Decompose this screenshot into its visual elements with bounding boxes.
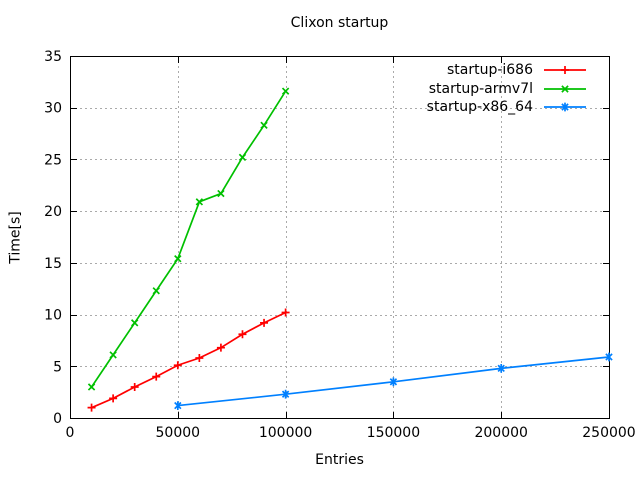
series-markers <box>87 87 290 391</box>
svg-text:20: 20 <box>44 204 62 220</box>
tick-marks <box>70 56 610 419</box>
svg-text:100000: 100000 <box>259 425 312 441</box>
legend-line-sample-armv7l <box>544 85 586 93</box>
svg-text:15: 15 <box>44 256 62 272</box>
series-startup-i686 <box>87 308 290 412</box>
series-line <box>90 90 287 388</box>
x-axis-label: Entries <box>315 452 364 468</box>
legend-label-startup-armv7l: startup-armv7l <box>428 80 533 97</box>
series-markers <box>87 308 290 412</box>
svg-text:200000: 200000 <box>474 425 527 441</box>
legend-item-startup-i686: startup-i686 <box>427 61 587 80</box>
x-tick-labels: 0 50000 100000 150000 200000 250000 <box>66 425 636 441</box>
svg-text:10: 10 <box>44 308 62 324</box>
legend-item-startup-armv7l: startup-armv7l <box>427 80 587 99</box>
legend-label-startup-i686: startup-i686 <box>446 62 533 79</box>
svg-text:5: 5 <box>53 359 62 375</box>
legend-line-sample-x86_64 <box>544 102 586 112</box>
plot-border <box>70 56 610 419</box>
legend-label-startup-x86_64: startup-x86_64 <box>426 99 533 116</box>
y-tick-labels: 0 5 10 15 20 25 30 35 <box>44 49 62 427</box>
series-line <box>91 311 286 409</box>
legend: startup-i686 startup-armv7l startup-x86_… <box>427 61 587 117</box>
svg-text:30: 30 <box>44 101 62 117</box>
legend-sample-line-startup-i686 <box>544 66 586 75</box>
legend-item-startup-x86_64: startup-x86_64 <box>427 98 587 117</box>
series-startup-armv7l <box>87 87 290 391</box>
legend-sample-line-startup-x86_64 <box>544 102 586 112</box>
svg-text:0: 0 <box>53 411 62 427</box>
svg-text:50000: 50000 <box>156 425 201 441</box>
legend-line-sample-i686 <box>544 66 586 75</box>
grid-lines <box>70 56 609 418</box>
svg-text:150000: 150000 <box>367 425 420 441</box>
series-startup-x86_64 <box>174 352 613 410</box>
chart-title: Clixon startup <box>290 15 389 31</box>
series-markers <box>174 352 613 410</box>
svg-text:25: 25 <box>44 152 62 168</box>
svg-text:0: 0 <box>66 425 75 441</box>
svg-text:35: 35 <box>44 49 62 65</box>
legend-sample-line-startup-armv7l <box>544 85 586 93</box>
svg-text:250000: 250000 <box>582 425 635 441</box>
